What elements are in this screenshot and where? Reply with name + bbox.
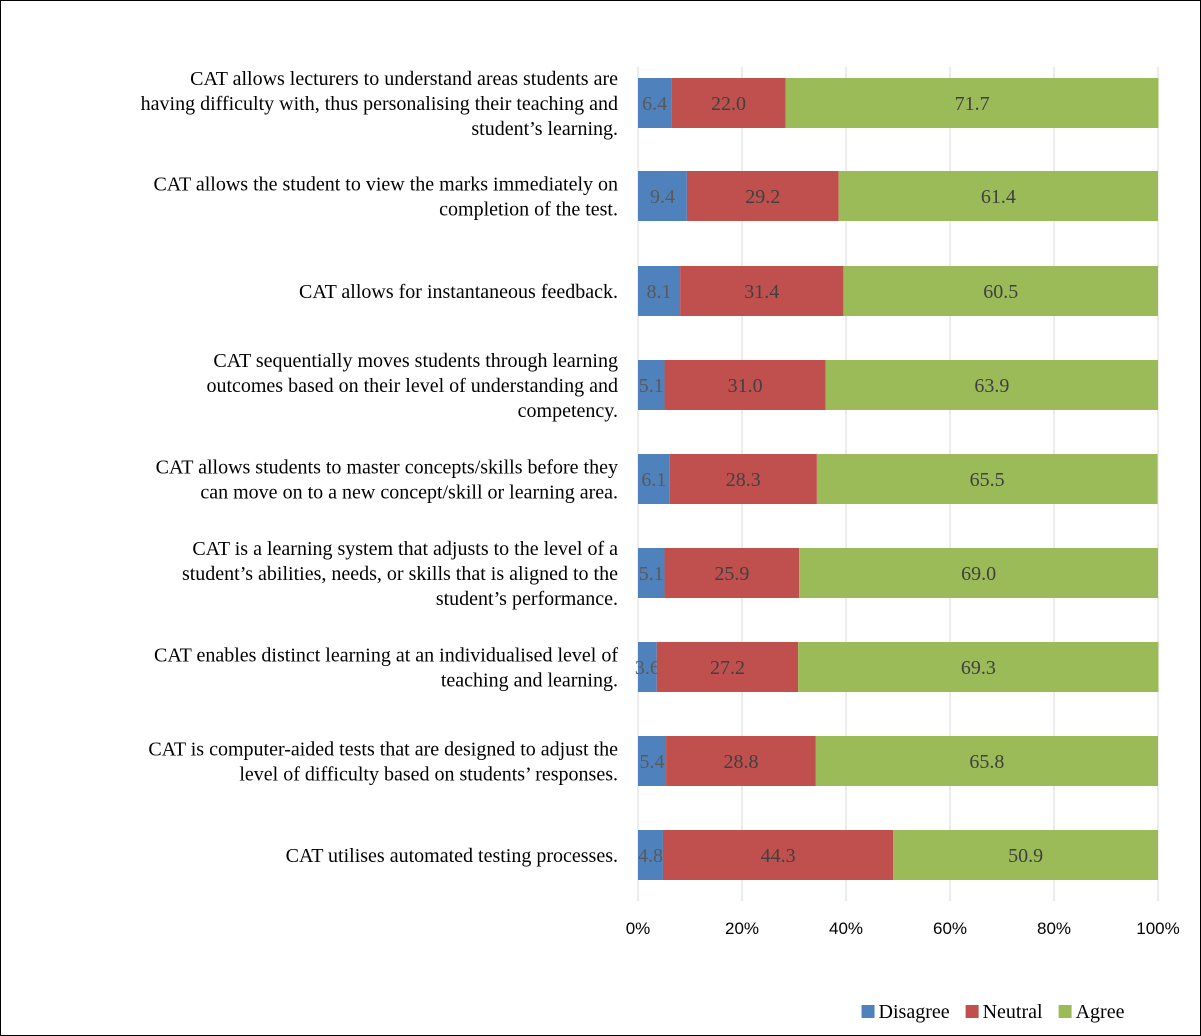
category-label-line: student’s abilities, needs, or skills th… (182, 563, 618, 585)
category-label-line: CAT allows the student to view the marks… (153, 174, 618, 196)
data-label-disagree: 5.4 (640, 751, 665, 773)
legend-swatch-neutral (965, 1005, 979, 1018)
data-label-agree: 65.8 (969, 751, 1004, 773)
legend-swatch-disagree (861, 1005, 875, 1018)
data-label-agree: 65.5 (970, 469, 1005, 491)
legend-label: Agree (1076, 1001, 1125, 1023)
data-label-disagree: 8.1 (647, 281, 672, 303)
data-label-neutral: 27.2 (710, 657, 745, 679)
bar-disagree (638, 454, 670, 504)
category-label: CAT allows the student to view the marks… (153, 174, 618, 221)
bar-agree (798, 642, 1159, 692)
data-label-agree: 60.5 (983, 281, 1018, 303)
data-label-agree: 69.3 (961, 657, 996, 679)
category-label-line: CAT enables distinct learning at an indi… (154, 645, 618, 667)
bar-agree (785, 78, 1159, 128)
category-label-line: CAT allows for instantaneous feedback. (299, 281, 618, 303)
category-label-line: outcomes based on their level of underst… (206, 375, 618, 397)
x-tick-label: 100% (1136, 919, 1179, 938)
category-label-line: CAT allows students to master concepts/s… (156, 457, 618, 479)
bar-disagree (638, 78, 672, 128)
data-label-neutral: 31.0 (728, 375, 763, 397)
x-tick-label: 20% (725, 919, 759, 938)
data-label-disagree: 5.1 (639, 563, 664, 585)
bar-neutral (669, 454, 817, 504)
category-label-line: CAT sequentially moves students through … (213, 350, 618, 372)
data-label-neutral: 31.4 (744, 281, 779, 303)
bar-disagree (638, 642, 657, 692)
data-label-agree: 71.7 (955, 93, 990, 115)
data-label-neutral: 28.3 (726, 469, 761, 491)
category-label: CAT allows lecturers to understand areas… (141, 68, 618, 140)
x-tick-label: 40% (829, 919, 863, 938)
category-label-line: competency. (518, 400, 618, 422)
data-label-neutral: 44.3 (761, 845, 796, 867)
category-label-line: can move on to a new concept/skill or le… (200, 482, 618, 504)
bar-neutral (666, 736, 816, 786)
bar-agree (893, 830, 1158, 880)
legend-swatch-agree (1058, 1005, 1072, 1018)
bar-neutral (664, 548, 800, 598)
bar-agree (825, 360, 1158, 410)
category-label-line: student’s performance. (436, 588, 618, 610)
x-tick-label: 0% (626, 919, 651, 938)
category-label: CAT is computer-aided tests that are des… (148, 739, 618, 786)
bar-disagree (638, 360, 665, 410)
bar-disagree (638, 736, 667, 786)
bar-disagree (638, 266, 681, 316)
bar-agree (838, 171, 1158, 221)
data-label-neutral: 22.0 (711, 93, 746, 115)
bar-disagree (638, 171, 687, 221)
category-label-line: student’s learning. (471, 118, 618, 140)
category-label: CAT is a learning system that adjusts to… (182, 538, 618, 610)
x-tick-label: 60% (933, 919, 967, 938)
category-label-line: CAT is computer-aided tests that are des… (148, 739, 618, 761)
bar-neutral (671, 78, 786, 128)
category-label-line: completion of the test. (439, 199, 618, 221)
category-label: CAT enables distinct learning at an indi… (154, 645, 618, 692)
data-label-neutral: 28.8 (723, 751, 758, 773)
category-label-line: having difficulty with, thus personalisi… (141, 93, 618, 115)
data-label-disagree: 4.8 (638, 845, 663, 867)
bar-agree (843, 266, 1158, 316)
data-label-agree: 69.0 (961, 563, 996, 585)
legend-label: Disagree (879, 1001, 950, 1023)
category-label-line: CAT utilises automated testing processes… (286, 845, 618, 867)
bar-agree (815, 736, 1158, 786)
bar-neutral (680, 266, 844, 316)
category-label-line: CAT allows lecturers to understand areas… (190, 68, 618, 90)
category-label-line: CAT is a learning system that adjusts to… (192, 538, 618, 560)
category-label: CAT allows for instantaneous feedback. (299, 281, 618, 303)
bar-agree (799, 548, 1158, 598)
category-label: CAT utilises automated testing processes… (286, 845, 618, 867)
category-label-line: level of difficulty based on students’ r… (239, 764, 618, 786)
bar-neutral (656, 642, 799, 692)
data-label-disagree: 6.1 (641, 469, 666, 491)
category-label-line: teaching and learning. (441, 670, 618, 692)
data-label-neutral: 25.9 (714, 563, 749, 585)
bar-disagree (638, 548, 665, 598)
x-tick-label: 80% (1037, 919, 1071, 938)
data-label-agree: 61.4 (981, 186, 1016, 208)
bar-disagree (638, 830, 663, 880)
data-label-agree: 50.9 (1008, 845, 1043, 867)
bar-agree (816, 454, 1158, 504)
data-label-agree: 63.9 (974, 375, 1009, 397)
legend-label: Neutral (983, 1001, 1043, 1023)
data-label-disagree: 3.6 (635, 657, 660, 679)
category-label: CAT allows students to master concepts/s… (156, 457, 618, 504)
data-label-disagree: 9.4 (650, 186, 675, 208)
bar-neutral (664, 360, 826, 410)
bar-neutral (662, 830, 894, 880)
category-label: CAT sequentially moves students through … (206, 350, 618, 422)
bar-neutral (686, 171, 839, 221)
data-label-disagree: 5.1 (639, 375, 664, 397)
data-label-disagree: 6.4 (642, 93, 667, 115)
data-label-neutral: 29.2 (745, 186, 780, 208)
